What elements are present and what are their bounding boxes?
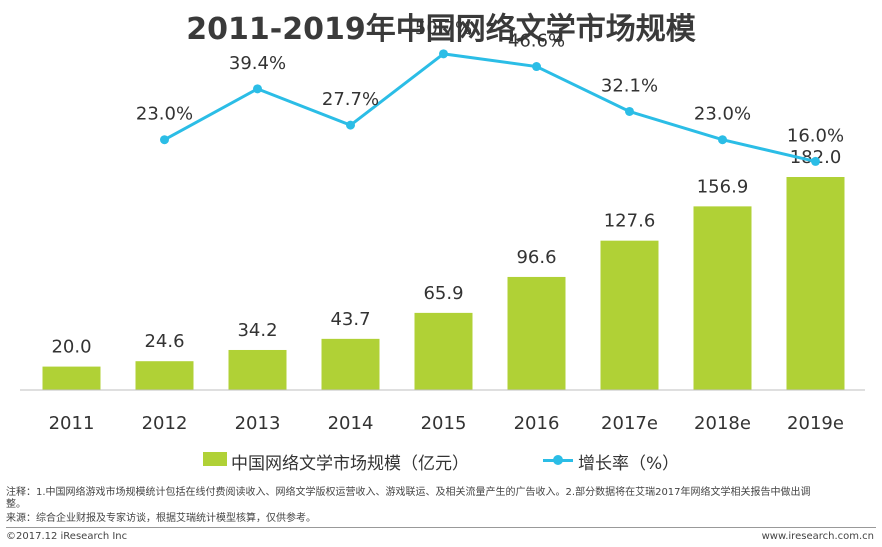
bar-label-2015: 65.9 [423, 283, 463, 304]
note-line-2: 整。 [6, 499, 26, 510]
growth-label-2017e: 32.1% [601, 75, 658, 96]
growth-point-2015 [439, 49, 448, 59]
growth-point-2018e [718, 135, 727, 145]
bar-2011 [42, 366, 101, 390]
x-tick-labels: 2011 2012 2013 2014 2015 2016 2017e 2018e 2019e [49, 413, 844, 434]
x-tick-2017e: 2017e [601, 413, 658, 434]
growth-label-2019e: 16.0% [787, 125, 844, 146]
growth-line-series [160, 49, 820, 166]
legend-line-label: 增长率（%） [578, 454, 680, 474]
bar-2014 [321, 338, 380, 390]
growth-label-2018e: 23.0% [694, 104, 751, 125]
growth-label-2015: 50.7% [415, 18, 472, 39]
growth-point-2016 [532, 62, 541, 72]
growth-point-2014 [346, 120, 355, 130]
x-tick-2012: 2012 [142, 413, 188, 434]
chart-title: 2011-2019年中国网络文学市场规模 [186, 12, 696, 47]
bar-label-2011: 20.0 [51, 337, 91, 358]
bar-2015 [414, 312, 473, 390]
x-tick-2014: 2014 [328, 413, 374, 434]
source-note: 来源：综合企业财报及专家访谈，根据艾瑞统计模型核算，仅供参考。 [6, 513, 316, 524]
growth-value-labels: 23.0% 39.4% 27.7% 50.7% 46.6% 32.1% 23.0% 16.0% [136, 18, 844, 147]
website: www.iresearch.com.cn [761, 531, 874, 542]
growth-line [163, 52, 816, 163]
legend-line-marker [553, 455, 563, 465]
growth-label-2016: 46.6% [508, 31, 565, 52]
growth-label-2013: 39.4% [229, 53, 286, 74]
growth-point-2013 [253, 84, 262, 94]
bar-label-2016: 96.6 [516, 247, 556, 268]
bar-2018e [693, 206, 752, 390]
growth-point-2017e [625, 106, 634, 116]
legend-bar-label: 中国网络文学市场规模（亿元） [231, 454, 469, 474]
x-tick-2018e: 2018e [694, 413, 751, 434]
x-tick-2015: 2015 [421, 413, 467, 434]
bar-label-2018e: 156.9 [697, 176, 749, 197]
bar-2019e [786, 177, 845, 390]
bar-2012 [135, 361, 194, 390]
growth-label-2014: 27.7% [322, 89, 379, 110]
bar-2016 [507, 276, 566, 390]
bar-2013 [228, 349, 287, 390]
bar-label-2013: 34.2 [237, 320, 277, 341]
legend-bar-swatch [203, 452, 227, 466]
growth-point-2019e [811, 156, 820, 166]
bar-label-2017e: 127.6 [604, 211, 656, 232]
copyright: ©2017.12 iResearch Inc [6, 531, 128, 542]
footer-divider [6, 527, 876, 528]
bar-label-2012: 24.6 [144, 331, 184, 352]
x-tick-2013: 2013 [235, 413, 281, 434]
x-tick-2016: 2016 [514, 413, 560, 434]
x-tick-2019e: 2019e [787, 413, 844, 434]
x-tick-2011: 2011 [49, 413, 95, 434]
growth-point-2012 [160, 135, 169, 145]
bar-label-2014: 43.7 [330, 309, 370, 330]
bar-2017e [600, 240, 659, 390]
growth-label-2012: 23.0% [136, 104, 193, 125]
note-line-1: 注释：1.中国网络游戏市场规模统计包括在线付费阅读收入、网络文学版权运营收入、游… [6, 487, 811, 498]
bar-series [42, 177, 845, 390]
